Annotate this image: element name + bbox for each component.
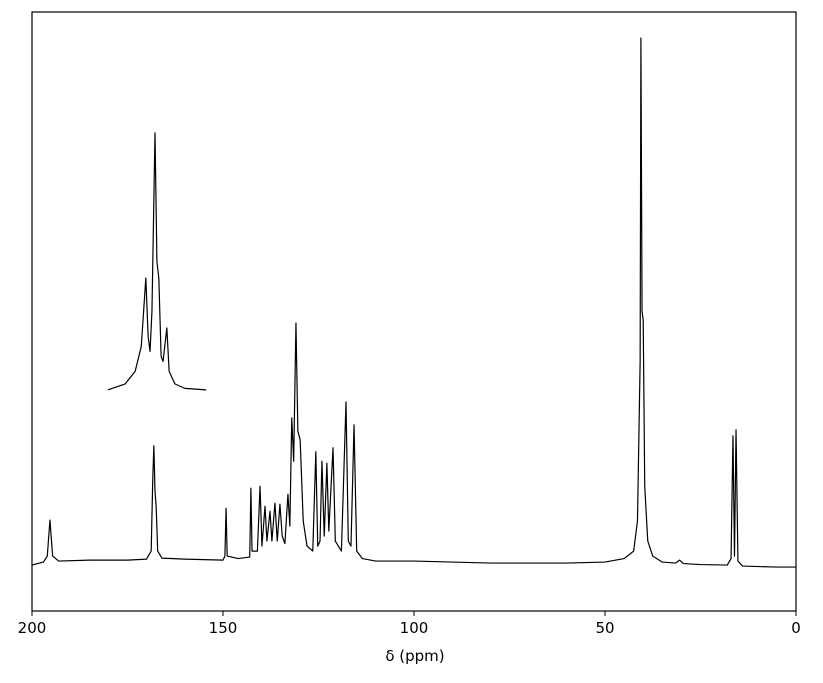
x-tick-label: 0 xyxy=(791,619,801,637)
spectrum-line xyxy=(31,37,796,568)
spectrum-line xyxy=(107,132,207,391)
x-tick-label: 150 xyxy=(209,619,238,637)
x-axis-label: δ (ppm) xyxy=(385,647,444,665)
x-tick-label: 50 xyxy=(595,619,614,637)
x-tick-label: 100 xyxy=(400,619,429,637)
x-tick-label: 200 xyxy=(18,619,47,637)
